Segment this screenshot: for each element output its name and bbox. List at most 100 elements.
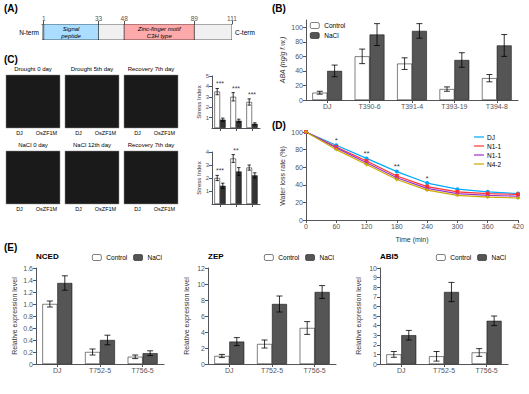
svg-text:180: 180 — [391, 223, 403, 230]
svg-text:0: 0 — [304, 223, 308, 230]
svg-text:2: 2 — [201, 345, 205, 352]
svg-text:DJ: DJ — [134, 206, 141, 212]
svg-text:T756-5: T756-5 — [304, 367, 326, 374]
svg-text:(E): (E) — [4, 242, 17, 253]
svg-text:T756-5: T756-5 — [476, 367, 498, 374]
svg-text:OsZF1M: OsZF1M — [36, 130, 58, 136]
svg-text:***: *** — [232, 85, 240, 92]
svg-text:DJ: DJ — [16, 130, 23, 136]
svg-text:48: 48 — [121, 15, 129, 22]
svg-text:DJ: DJ — [75, 206, 82, 212]
svg-text:(C): (C) — [4, 54, 18, 65]
svg-text:Zinc-finger motif: Zinc-finger motif — [137, 26, 182, 32]
svg-text:10: 10 — [197, 281, 205, 288]
svg-text:OsZF1M: OsZF1M — [154, 206, 176, 212]
svg-text:7: 7 — [373, 293, 377, 300]
svg-text:ABA (ng/g f.w.): ABA (ng/g f.w.) — [279, 37, 287, 84]
svg-text:NCED: NCED — [36, 252, 59, 261]
svg-text:4: 4 — [206, 83, 210, 89]
svg-text:33: 33 — [95, 15, 103, 22]
svg-text:0: 0 — [201, 361, 205, 368]
svg-text:NaCl 0 day: NaCl 0 day — [18, 142, 48, 148]
svg-text:Recovery 7th day: Recovery 7th day — [128, 142, 175, 148]
svg-text:5: 5 — [206, 73, 210, 79]
svg-text:89: 89 — [191, 15, 199, 22]
svg-text:DJ: DJ — [16, 206, 23, 212]
svg-text:60: 60 — [295, 53, 303, 60]
svg-text:T752-5: T752-5 — [433, 367, 455, 374]
svg-text:60: 60 — [332, 223, 340, 230]
svg-text:DJ: DJ — [397, 367, 406, 374]
svg-text:6: 6 — [201, 313, 205, 320]
svg-text:(B): (B) — [272, 3, 286, 14]
svg-text:T391-4: T391-4 — [401, 103, 423, 110]
svg-text:1.2: 1.2 — [23, 289, 33, 296]
svg-text:Drought 0 day: Drought 0 day — [14, 66, 52, 72]
svg-text:DJ: DJ — [134, 130, 141, 136]
svg-text:40: 40 — [295, 181, 303, 188]
svg-text:12: 12 — [197, 265, 205, 272]
svg-text:1: 1 — [206, 188, 210, 194]
svg-text:Stress Index: Stress Index — [196, 85, 202, 118]
svg-text:**: ** — [394, 162, 400, 171]
svg-text:Control: Control — [450, 254, 472, 261]
svg-text:Control: Control — [324, 22, 346, 29]
svg-text:Control: Control — [278, 254, 300, 261]
svg-text:8: 8 — [201, 297, 205, 304]
svg-text:0.4: 0.4 — [23, 337, 33, 344]
svg-text:(D): (D) — [272, 120, 286, 131]
svg-text:Water loss rate (%): Water loss rate (%) — [279, 146, 287, 206]
svg-text:1.4: 1.4 — [23, 277, 33, 284]
svg-text:0: 0 — [373, 361, 377, 368]
svg-text:1.0: 1.0 — [23, 301, 33, 308]
svg-text:100: 100 — [291, 24, 303, 31]
svg-text:*: * — [426, 174, 429, 183]
svg-text:0: 0 — [29, 361, 33, 368]
svg-text:111: 111 — [227, 15, 237, 22]
svg-text:2: 2 — [373, 341, 377, 348]
svg-text:N1-1: N1-1 — [487, 152, 501, 159]
svg-text:N-term: N-term — [19, 29, 39, 36]
svg-text:240: 240 — [421, 223, 433, 230]
svg-text:360: 360 — [482, 223, 494, 230]
svg-text:0: 0 — [299, 217, 303, 224]
svg-text:*: * — [335, 136, 338, 145]
svg-text:N4-2: N4-2 — [487, 161, 501, 168]
svg-text:***: *** — [216, 167, 224, 174]
svg-text:(A): (A) — [4, 3, 18, 14]
svg-text:DJ: DJ — [225, 367, 234, 374]
svg-text:Drought 5th day: Drought 5th day — [71, 66, 114, 72]
svg-text:T393-19: T393-19 — [441, 103, 467, 110]
svg-text:Stress Index: Stress Index — [196, 161, 202, 194]
svg-text:DJ: DJ — [75, 130, 82, 136]
svg-text:NaCl: NaCl — [324, 32, 339, 39]
svg-text:OsZF1M: OsZF1M — [154, 130, 176, 136]
svg-text:6: 6 — [373, 303, 377, 310]
svg-text:Control: Control — [106, 254, 128, 261]
svg-text:1: 1 — [206, 115, 210, 121]
svg-text:Time (min): Time (min) — [395, 236, 428, 244]
svg-text:0.8: 0.8 — [23, 313, 33, 320]
svg-text:***: *** — [248, 91, 256, 98]
svg-text:Relative expression level: Relative expression level — [183, 277, 191, 355]
svg-text:0.2: 0.2 — [23, 349, 33, 356]
svg-text:Relative expression level: Relative expression level — [11, 277, 19, 355]
svg-text:T390-6: T390-6 — [359, 103, 381, 110]
svg-text:Recovery 7th day: Recovery 7th day — [128, 66, 175, 72]
svg-text:80: 80 — [295, 38, 303, 45]
svg-text:3: 3 — [206, 94, 210, 100]
svg-text:100: 100 — [291, 129, 303, 136]
svg-text:80: 80 — [295, 146, 303, 153]
svg-text:OsZF1M: OsZF1M — [36, 206, 58, 212]
svg-text:4: 4 — [206, 149, 210, 155]
svg-text:**: ** — [363, 149, 369, 158]
svg-text:NaCl: NaCl — [492, 254, 507, 261]
svg-text:1: 1 — [42, 15, 46, 22]
svg-text:Signal: Signal — [63, 26, 80, 32]
svg-text:1.6: 1.6 — [23, 265, 33, 272]
svg-text:NaCl: NaCl — [148, 254, 163, 261]
svg-text:1: 1 — [373, 351, 377, 358]
svg-text:**: ** — [233, 147, 239, 154]
svg-text:ZEP: ZEP — [208, 252, 224, 261]
svg-text:peptide: peptide — [60, 33, 81, 39]
